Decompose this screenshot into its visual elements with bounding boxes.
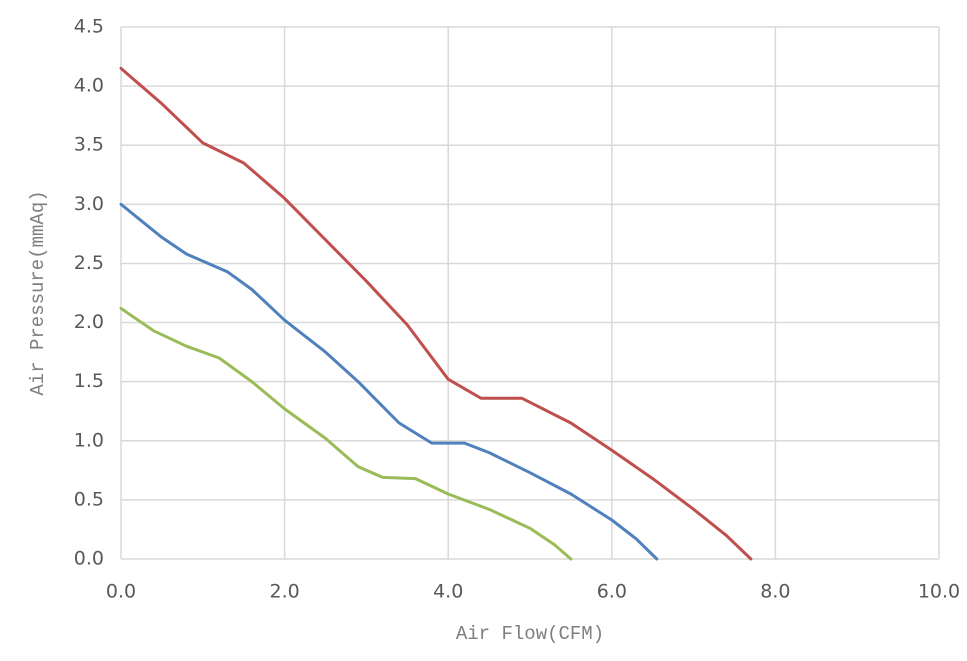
y-axis-title: Air Pressure(mmAq) [27,190,49,395]
y-tick-label: 0.0 [74,548,104,570]
y-tick-label: 4.0 [74,75,104,97]
x-tick-label: 6.0 [597,581,627,603]
x-axis-title: Air Flow(CFM) [456,623,604,645]
series-line [119,202,659,561]
x-tick-label: 10.0 [918,581,960,603]
x-tick-label: 4.0 [433,581,463,603]
x-tick-label: 2.0 [269,581,299,603]
y-tick-label: 2.5 [74,252,104,274]
y-tick-label: 1.0 [74,429,104,451]
y-tick-label: 3.0 [74,193,104,215]
y-tick-label: 0.5 [74,488,104,510]
y-tick-label: 1.5 [74,370,104,392]
x-tick-label: 0.0 [106,581,136,603]
series-line [119,306,573,561]
y-tick-label: 4.5 [74,16,104,38]
series-line [119,66,753,561]
x-tick-label: 8.0 [760,581,790,603]
y-tick-label: 2.0 [74,311,104,333]
y-tick-label: 3.5 [74,134,104,156]
